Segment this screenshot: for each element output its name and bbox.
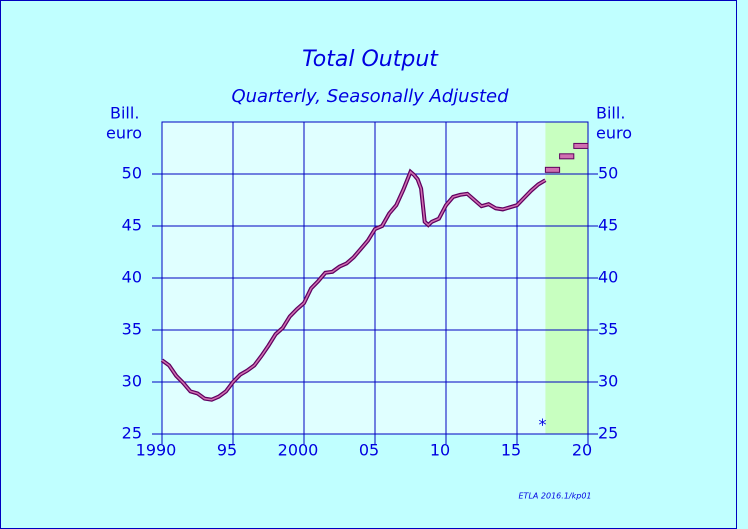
plot-border	[161, 121, 589, 435]
chart-title: Total Output	[302, 47, 439, 72]
y-tick-label: 45	[122, 216, 142, 235]
y2-tick-label: 25	[598, 424, 618, 443]
line	[161, 170, 546, 401]
y2-tick-label: 40	[598, 268, 618, 287]
y2-tick-label: 45	[598, 216, 618, 235]
forecast-bar	[559, 153, 575, 160]
footer: ETLA 2016.1/kp01	[519, 492, 592, 501]
y-tick-label: 40	[122, 268, 142, 287]
x-tick-label: 95	[217, 441, 237, 460]
x-tick-label: 20	[572, 441, 592, 460]
y-axis-label: Bill.	[110, 104, 139, 123]
x-tick-label: 2000	[278, 441, 319, 460]
x-tick-label: 1990	[136, 441, 177, 460]
x-tick-label: 15	[501, 441, 521, 460]
annotation: *	[539, 415, 547, 434]
y-tick-label: 25	[122, 424, 142, 443]
x-tick-label: 10	[430, 441, 450, 460]
y-tick-label: 50	[122, 164, 142, 183]
y2-axis-label: Bill.	[596, 104, 625, 123]
y2-axis-label: euro	[596, 124, 632, 143]
y2-tick-label: 35	[598, 320, 618, 339]
y-axis-label: euro	[106, 124, 142, 143]
x-tick-label: 05	[359, 441, 379, 460]
y2-tick-label: 30	[598, 372, 618, 391]
forecast-bar	[573, 142, 589, 149]
forecast-bar	[544, 166, 561, 173]
y-tick-label: 35	[122, 320, 142, 339]
chart-subtitle: Quarterly, Seasonally Adjusted	[231, 86, 509, 107]
y2-tick-label: 50	[598, 164, 618, 183]
y-tick-label: 30	[122, 372, 142, 391]
